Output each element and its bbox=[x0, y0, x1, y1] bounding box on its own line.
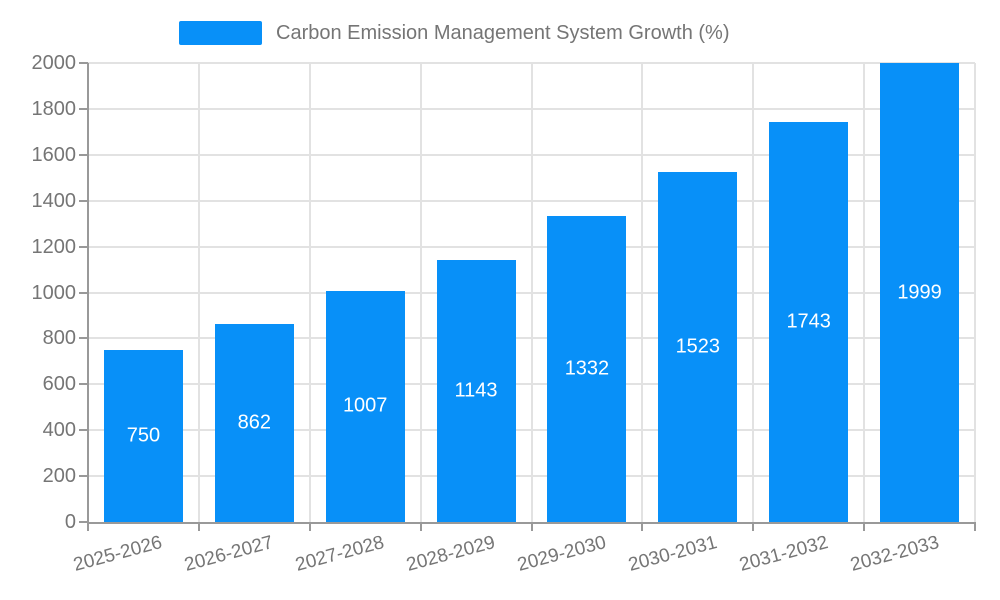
y-axis-tick-label: 600 bbox=[42, 373, 76, 396]
bar[interactable]: 1143 bbox=[436, 259, 516, 522]
bar[interactable]: 1332 bbox=[547, 216, 627, 522]
y-axis-tick-label: 0 bbox=[64, 511, 76, 533]
y-tick-mark bbox=[79, 383, 88, 386]
y-axis-tick-label: 1600 bbox=[31, 143, 77, 166]
y-tick-mark bbox=[79, 62, 88, 64]
bar-value-label: 1743 bbox=[786, 310, 831, 333]
bar-value-label: 750 bbox=[126, 424, 161, 447]
y-axis-tick-label: 1200 bbox=[31, 235, 77, 258]
y-axis-tick-label: 800 bbox=[42, 327, 76, 350]
x-tick-mark bbox=[419, 522, 422, 531]
bar[interactable]: 862 bbox=[214, 324, 294, 522]
x-tick-mark bbox=[530, 522, 533, 531]
bar[interactable]: 1743 bbox=[769, 121, 849, 522]
x-gridline bbox=[197, 63, 200, 522]
x-gridline bbox=[641, 63, 644, 522]
bar[interactable]: 1523 bbox=[658, 172, 738, 522]
x-tick-mark bbox=[197, 522, 200, 531]
x-axis-line bbox=[87, 522, 976, 524]
legend-item[interactable]: Carbon Emission Management System Growth… bbox=[179, 21, 730, 45]
bar[interactable]: 1007 bbox=[325, 290, 405, 522]
y-axis-tick-label: 1000 bbox=[31, 281, 77, 304]
y-tick-mark bbox=[79, 429, 88, 432]
x-gridline bbox=[863, 63, 866, 522]
x-gridline bbox=[530, 63, 533, 522]
bar-value-label: 862 bbox=[237, 411, 271, 434]
x-gridline bbox=[974, 63, 976, 522]
y-tick-mark bbox=[79, 475, 88, 478]
y-axis-tick-label: 1400 bbox=[31, 189, 77, 212]
y-tick-mark bbox=[79, 245, 88, 248]
y-axis-line bbox=[87, 63, 89, 523]
x-tick-mark bbox=[974, 522, 976, 531]
x-gridline bbox=[752, 63, 755, 522]
y-tick-mark bbox=[79, 153, 88, 156]
y-tick-mark bbox=[79, 107, 88, 110]
x-tick-mark bbox=[87, 522, 89, 531]
y-axis-tick-label: 2000 bbox=[31, 52, 77, 74]
bar[interactable]: 750 bbox=[103, 349, 183, 522]
x-gridline bbox=[419, 63, 422, 522]
y-tick-mark bbox=[79, 337, 88, 340]
x-tick-mark bbox=[641, 522, 644, 531]
x-tick-mark bbox=[308, 522, 311, 531]
bar-value-label: 1332 bbox=[564, 357, 610, 380]
y-axis-tick-label: 1800 bbox=[31, 97, 77, 120]
bar-value-label: 1143 bbox=[454, 379, 498, 402]
y-tick-mark bbox=[79, 291, 88, 294]
bar-value-label: 1999 bbox=[897, 281, 942, 304]
bar[interactable]: 1999 bbox=[880, 63, 960, 522]
y-axis-tick-label: 200 bbox=[42, 465, 76, 488]
x-gridline bbox=[308, 63, 311, 522]
x-tick-mark bbox=[752, 522, 755, 531]
y-tick-mark bbox=[79, 521, 88, 523]
bar-value-label: 1007 bbox=[342, 394, 388, 417]
x-tick-mark bbox=[863, 522, 866, 531]
y-axis-tick-label: 400 bbox=[42, 419, 76, 442]
bar-value-label: 1523 bbox=[675, 335, 721, 358]
legend-label: Carbon Emission Management System Growth… bbox=[276, 22, 730, 44]
y-tick-mark bbox=[79, 199, 88, 202]
legend-swatch bbox=[179, 21, 262, 45]
